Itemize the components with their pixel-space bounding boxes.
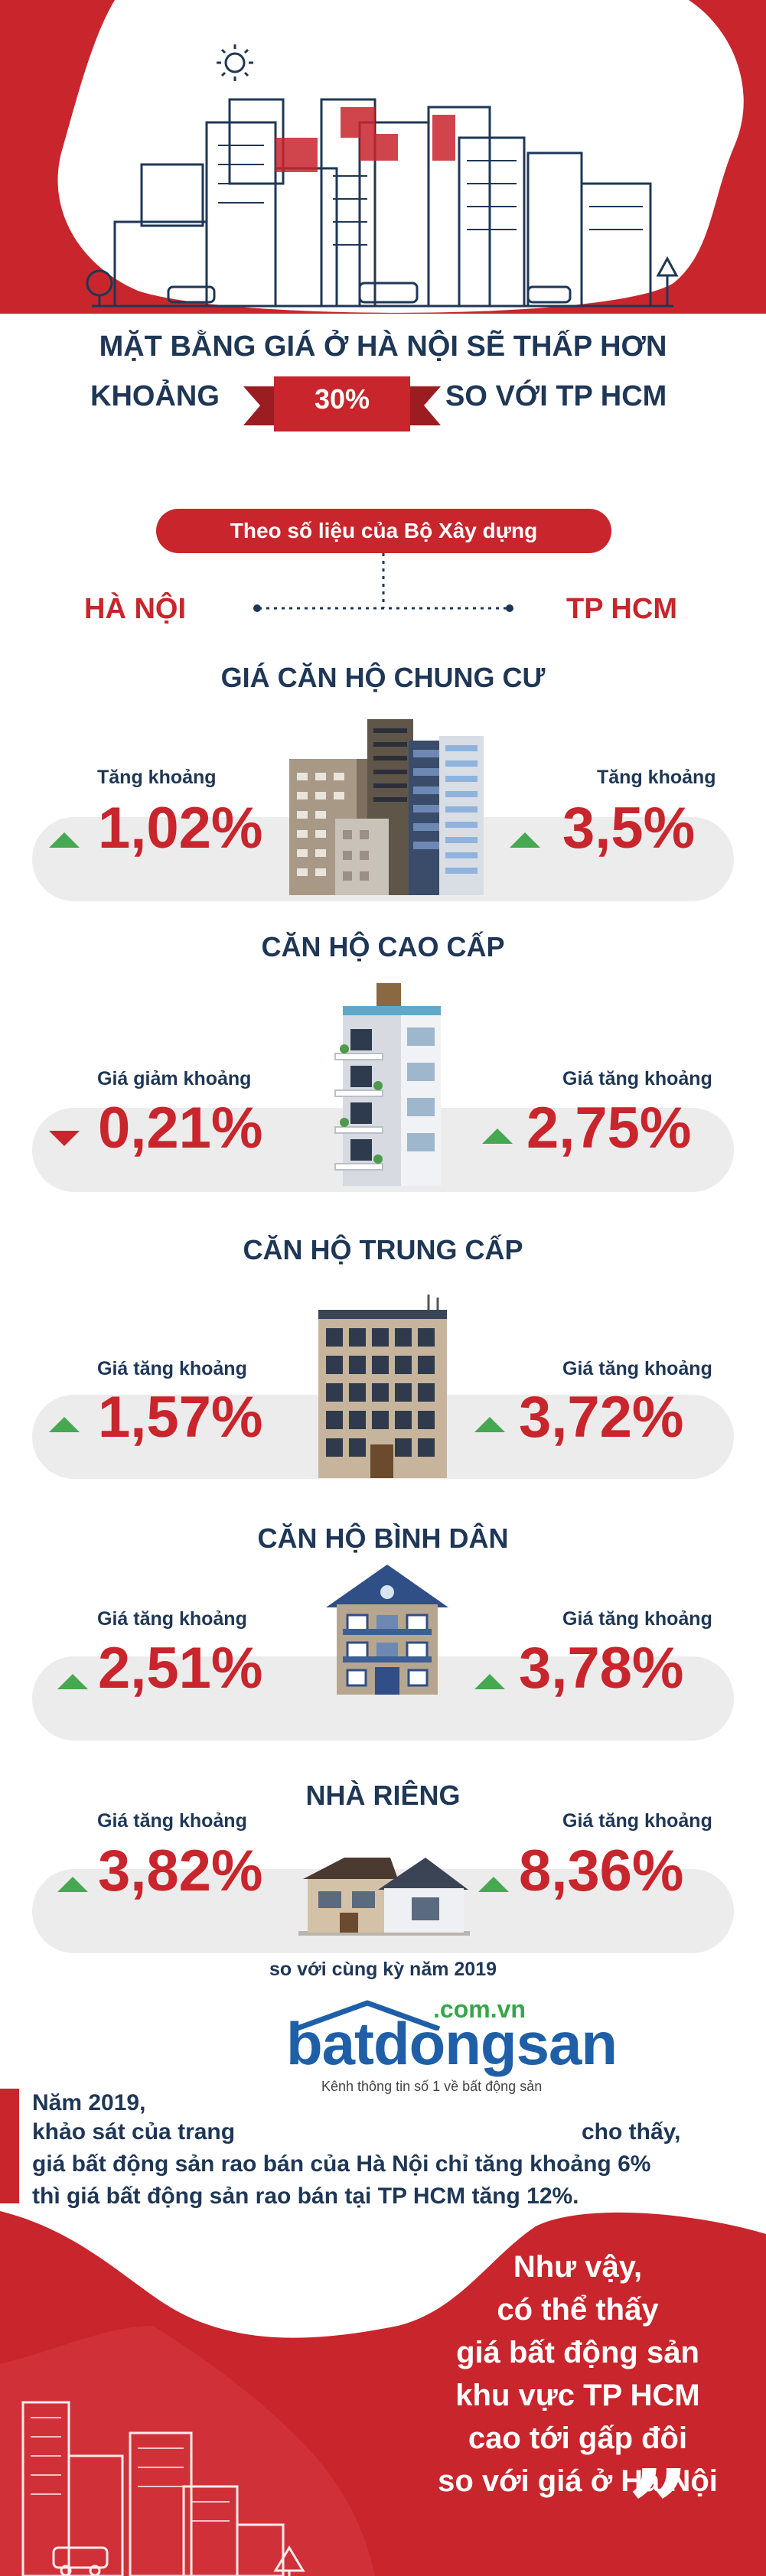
right-label: Giá tăng khoảng [562, 1608, 712, 1630]
headline-line-2-left: KHOẢNG [90, 380, 220, 412]
right-label: Giá tăng khoảng [562, 1068, 712, 1089]
left-label: Giá giảm khoảng [97, 1068, 252, 1089]
hcm-value: 8,36% [519, 1838, 684, 1904]
quote-line: so với giá ở Hà Nội [438, 2464, 718, 2498]
city-label-hanoi: HÀ NỘI [84, 593, 186, 625]
logo-domain: .com.vn [433, 1995, 526, 2023]
section-title: CĂN HỘ TRUNG CẤP [243, 1234, 523, 1265]
section-title: GIÁ CĂN HỘ CHUNG CƯ [220, 662, 546, 693]
left-label: Giá tăng khoảng [97, 1358, 247, 1379]
right-label: Giá tăng khoảng [562, 1810, 712, 1832]
quote-close-mark: ” [627, 2447, 689, 2572]
hcm-value: 2,75% [526, 1096, 692, 1161]
house-icon [298, 1858, 470, 1936]
quote-line: khu vực TP HCM [455, 2379, 700, 2412]
quote-open-mark: “ [458, 2187, 520, 2312]
highlight-ribbon [243, 376, 441, 432]
trend-down-icon [49, 1131, 80, 1146]
trend-up-icon [49, 1417, 80, 1432]
trend-up-icon [482, 1128, 513, 1144]
hcm-value: 3,78% [519, 1636, 684, 1701]
right-label: Giá tăng khoảng [562, 1358, 712, 1379]
quote-line: cao tới gấp đôi [468, 2421, 688, 2455]
hanoi-value: 3,82% [98, 1838, 263, 1904]
section-title: CĂN HỘ CAO CẤP [261, 931, 505, 962]
hanoi-value: 0,21% [98, 1096, 263, 1161]
hanoi-value: 1,57% [98, 1385, 263, 1450]
logo-house-outline-icon [294, 2000, 441, 2031]
trend-up-icon [474, 1417, 505, 1432]
left-label: Giá tăng khoảng [97, 1810, 247, 1832]
trend-up-icon [49, 832, 80, 848]
city-label-hcm: TP HCM [566, 593, 677, 625]
logo-wordmark: batdongsan [286, 2010, 618, 2077]
quote-line: có thể thấy [497, 2293, 659, 2327]
quote-text: Như vậy, có thể thấy giá bất động sản kh… [413, 2245, 742, 2503]
hcm-value: 3,5% [562, 796, 696, 861]
headline-line-2-right: SO VỚI TP HCM [445, 380, 667, 412]
connector-lines [253, 553, 513, 612]
right-label: Tăng khoảng [597, 767, 716, 788]
trend-up-icon [474, 1674, 505, 1689]
section-title: NHÀ RIÊNG [305, 1780, 461, 1811]
quote-line: Như vậy, [513, 2250, 643, 2284]
left-label: Giá tăng khoảng [97, 1608, 247, 1630]
highlight-percent: 30% [314, 383, 370, 415]
left-label: Tăng khoảng [97, 767, 217, 788]
paragraph-line-2-right: cho thấy, [582, 2119, 681, 2144]
trend-up-icon [57, 1674, 88, 1689]
hero-city-illustration [0, 0, 766, 314]
affordable-building-icon [326, 1565, 448, 1695]
paragraph-accent-bar [0, 2089, 19, 2203]
apartment-complex-icon [289, 719, 484, 895]
hanoi-value: 1,02% [98, 796, 263, 861]
logo-tagline: Kênh thông tin số 1 về bất động sản [321, 2079, 543, 2094]
midrise-building-icon [318, 1295, 447, 1478]
hanoi-value: 2,51% [98, 1636, 263, 1701]
headline-line-1: MẶT BẰNG GIÁ Ở HÀ NỘI SẼ THẤP HƠN [99, 331, 667, 363]
bottom-city-background [0, 2211, 766, 2576]
trend-up-icon [478, 1877, 509, 1892]
comparison-footnote: so với cùng kỳ năm 2019 [269, 1959, 497, 1980]
section-title: CĂN HỘ BÌNH DÂN [257, 1522, 509, 1554]
luxury-tower-icon [334, 983, 441, 1186]
quote-line: giá bất động sản [456, 2336, 699, 2369]
trend-up-icon [510, 832, 540, 848]
trend-up-icon [57, 1877, 88, 1892]
paragraph-line-2-left: khảo sát của trang [32, 2119, 236, 2144]
paragraph-line-4: thì giá bất động sản rao bán tại TP HCM … [32, 2184, 579, 2209]
paragraph-line-3: giá bất động sản rao bán của Hà Nội chỉ … [32, 2151, 651, 2177]
hcm-value: 3,72% [519, 1385, 684, 1450]
paragraph-line-1: Năm 2019, [32, 2090, 146, 2115]
source-pill: Theo số liệu của Bộ Xây dựng [156, 509, 611, 553]
